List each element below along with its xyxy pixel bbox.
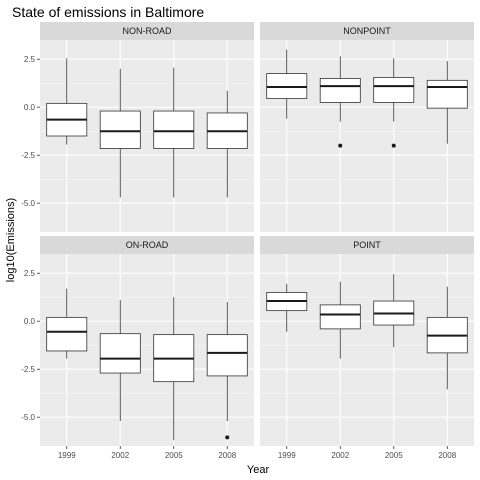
boxplot-2002 [319,281,361,359]
y-tick-label: 2.5 [24,55,36,64]
x-tick-label: 1999 [58,451,76,460]
facet-panels: NON-ROAD 2.5 0.0 -2.5 -5.0 NONPOINT ON-ROAD 2.5… [21,22,474,460]
y-tick-label: 2.5 [24,269,36,278]
chart-title: State of emissions in Baltimore [12,4,204,20]
boxplot-2002 [319,56,361,148]
box [426,79,468,109]
box [373,77,415,103]
y-tick-label: -2.5 [21,365,35,374]
facet-strip [40,236,254,254]
panel-background [260,40,474,232]
facet-strip [40,22,254,40]
boxplot-2005 [153,67,195,198]
box [153,110,195,149]
x-tick-label: 2002 [331,451,349,460]
facet-point: POINT 1999 2002 2005 2008 [260,236,474,460]
x-tick-label: 2005 [385,451,403,460]
x-axis-label: Year [247,464,270,476]
x-tick-label: 2005 [165,451,183,460]
y-tick-label: -2.5 [21,151,35,160]
y-tick-label: -5.0 [21,413,35,422]
boxplot-1999 [46,58,88,145]
facet-on-road: ON-ROAD 2.5 0.0 -2.5 -5.0 1999 2002 2005 2008 [21,236,254,460]
facet-non-road: NON-ROAD 2.5 0.0 -2.5 -5.0 [21,22,254,232]
boxplot-2008 [206,302,248,440]
boxplot-2008 [206,90,248,198]
y-tick-label: 0.0 [24,103,36,112]
x-tick-label: 2002 [111,451,129,460]
box [319,304,361,330]
facet-strip-label: ON-ROAD [126,240,169,250]
boxplot-2002 [99,300,141,422]
facet-strip-label: NONPOINT [343,26,391,36]
facet-strip [260,236,474,254]
box [319,78,361,103]
boxplot-2008 [426,61,468,144]
facet-strip [260,22,474,40]
y-tick-label: 0.0 [24,317,36,326]
box [99,110,141,149]
boxplot-2008 [426,286,468,390]
y-axis-label: log10(Emissions) [5,198,17,282]
y-tick-label: -5.0 [21,199,35,208]
facet-nonpoint: NONPOINT [260,22,474,232]
facet-strip-label: NON-ROAD [123,26,172,36]
boxplot-2005 [373,274,415,348]
outlier-point [338,143,343,148]
box [206,334,248,377]
boxplot-1999 [266,283,308,332]
outlier-point [391,143,396,148]
boxplot-2005 [153,297,195,441]
facet-strip-label: POINT [353,240,381,250]
box [46,316,88,352]
x-tick-label: 2008 [438,451,456,460]
boxplot-2005 [373,58,415,148]
outlier-point [225,435,230,440]
x-tick-label: 1999 [278,451,296,460]
x-tick-label: 2008 [218,451,236,460]
boxplot-1999 [266,49,308,119]
boxplot-1999 [46,288,88,359]
box [99,333,141,374]
boxplot-2002 [99,68,141,198]
